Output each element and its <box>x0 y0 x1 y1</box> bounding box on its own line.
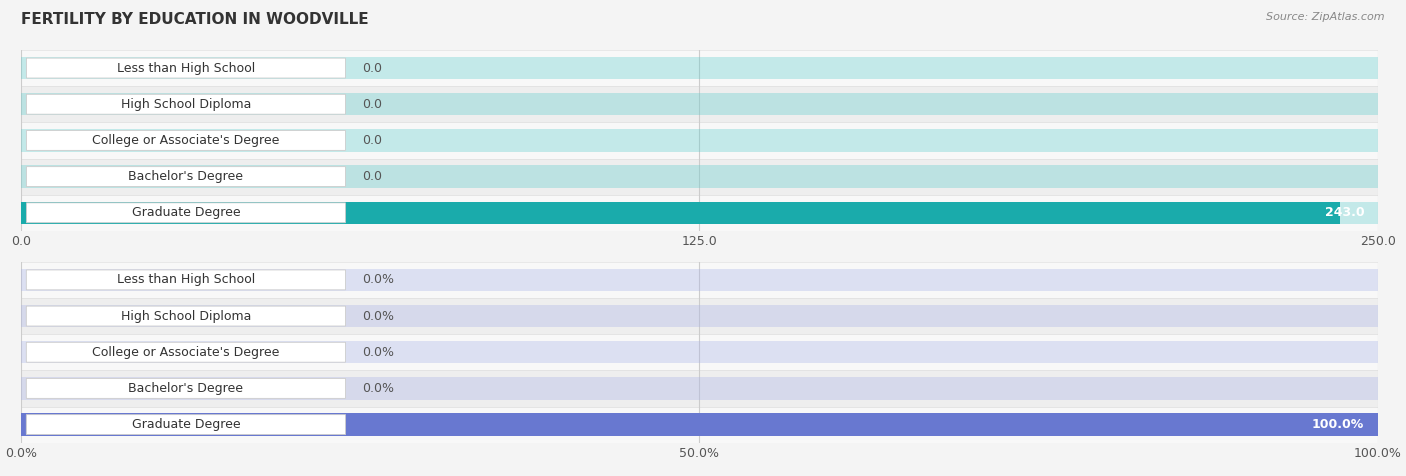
Bar <box>21 122 1378 159</box>
FancyBboxPatch shape <box>27 94 346 114</box>
FancyBboxPatch shape <box>27 167 346 187</box>
Text: Bachelor's Degree: Bachelor's Degree <box>128 382 243 395</box>
FancyBboxPatch shape <box>27 270 346 290</box>
Text: 0.0%: 0.0% <box>361 309 394 323</box>
Bar <box>21 129 1378 152</box>
Text: Less than High School: Less than High School <box>117 273 254 287</box>
Bar <box>21 57 1378 79</box>
Bar <box>21 377 1378 400</box>
Text: 0.0: 0.0 <box>361 98 381 111</box>
Bar <box>21 334 1378 370</box>
Text: 0.0: 0.0 <box>361 134 381 147</box>
Text: High School Diploma: High School Diploma <box>121 98 252 111</box>
Text: Graduate Degree: Graduate Degree <box>132 418 240 431</box>
Text: 0.0: 0.0 <box>361 170 381 183</box>
Bar <box>21 159 1378 195</box>
Text: 243.0: 243.0 <box>1324 206 1364 219</box>
FancyBboxPatch shape <box>27 306 346 326</box>
Bar <box>21 298 1378 334</box>
Bar <box>21 341 1378 364</box>
Bar <box>21 201 1340 224</box>
Text: Source: ZipAtlas.com: Source: ZipAtlas.com <box>1267 12 1385 22</box>
Text: 100.0%: 100.0% <box>1312 418 1364 431</box>
Bar <box>21 201 1378 224</box>
Bar <box>21 305 1378 327</box>
Bar <box>21 268 1378 291</box>
Bar <box>21 86 1378 122</box>
FancyBboxPatch shape <box>27 415 346 435</box>
Text: Graduate Degree: Graduate Degree <box>132 206 240 219</box>
FancyBboxPatch shape <box>27 203 346 223</box>
Text: Less than High School: Less than High School <box>117 61 254 75</box>
FancyBboxPatch shape <box>27 58 346 78</box>
Bar <box>21 93 1378 116</box>
FancyBboxPatch shape <box>27 342 346 362</box>
Bar <box>21 413 1378 436</box>
Bar <box>21 50 1378 86</box>
Text: 0.0%: 0.0% <box>361 382 394 395</box>
Text: 0.0%: 0.0% <box>361 273 394 287</box>
Text: High School Diploma: High School Diploma <box>121 309 252 323</box>
FancyBboxPatch shape <box>27 378 346 398</box>
Bar <box>21 370 1378 407</box>
Bar <box>21 165 1378 188</box>
Bar <box>21 262 1378 298</box>
Text: FERTILITY BY EDUCATION IN WOODVILLE: FERTILITY BY EDUCATION IN WOODVILLE <box>21 12 368 27</box>
Text: College or Associate's Degree: College or Associate's Degree <box>93 346 280 359</box>
Bar <box>21 413 1378 436</box>
FancyBboxPatch shape <box>27 130 346 150</box>
Text: 0.0%: 0.0% <box>361 346 394 359</box>
Bar <box>21 407 1378 443</box>
Text: College or Associate's Degree: College or Associate's Degree <box>93 134 280 147</box>
Text: 0.0: 0.0 <box>361 61 381 75</box>
Bar <box>21 195 1378 231</box>
Text: Bachelor's Degree: Bachelor's Degree <box>128 170 243 183</box>
